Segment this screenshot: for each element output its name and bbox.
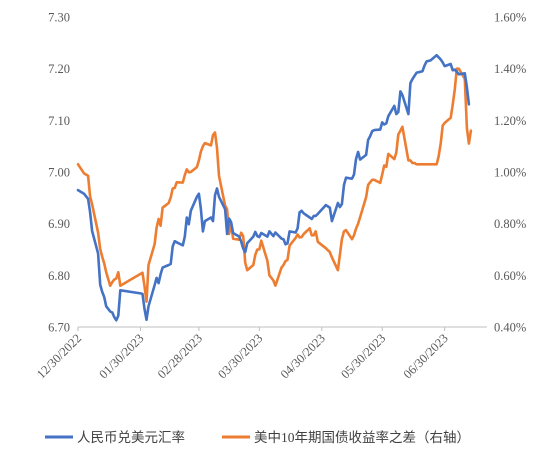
y-left-tick-label: 6.90: [48, 217, 70, 231]
x-tick-label: 05/30/2023: [338, 331, 388, 381]
x-tick-label: 06/30/2023: [401, 331, 451, 381]
legend: 人民币兑美元汇率 美中10年期国债收益率之差（右轴）: [45, 429, 470, 445]
y-right-tick-label: 0.40%: [494, 321, 526, 335]
y-right-tick-label: 1.20%: [494, 114, 526, 128]
x-tick-label: 02/28/2023: [155, 331, 205, 381]
y-right-tick-label: 1.40%: [494, 62, 526, 76]
y-left-tick-label: 6.80: [48, 269, 70, 283]
y-right-tick-label: 1.00%: [494, 166, 526, 180]
series-line-1: [76, 67, 473, 304]
y-right-tick-label: 1.60%: [494, 11, 526, 25]
x-tick-label: 04/30/2023: [278, 331, 328, 381]
x-tick-label: 03/30/2023: [215, 331, 265, 381]
x-tick-label: 12/30/2022: [34, 331, 84, 381]
y-left-tick-label: 7.00: [48, 166, 70, 180]
series-lines: [76, 53, 473, 322]
y-left-tick-label: 7.30: [48, 11, 70, 25]
y-left-tick-label: 6.70: [48, 321, 70, 335]
x-tick-label: 01/30/2023: [96, 331, 146, 381]
legend-label-1: 美中10年期国债收益率之差（右轴）: [254, 429, 470, 445]
y-left-tick-label: 7.20: [48, 62, 70, 76]
y-right-tick-label: 0.80%: [494, 217, 526, 231]
series-line-0: [76, 53, 471, 322]
legend-label-0: 人民币兑美元汇率: [77, 429, 185, 445]
y-left-tick-label: 7.10: [48, 114, 70, 128]
y-right-tick-label: 0.60%: [494, 269, 526, 283]
